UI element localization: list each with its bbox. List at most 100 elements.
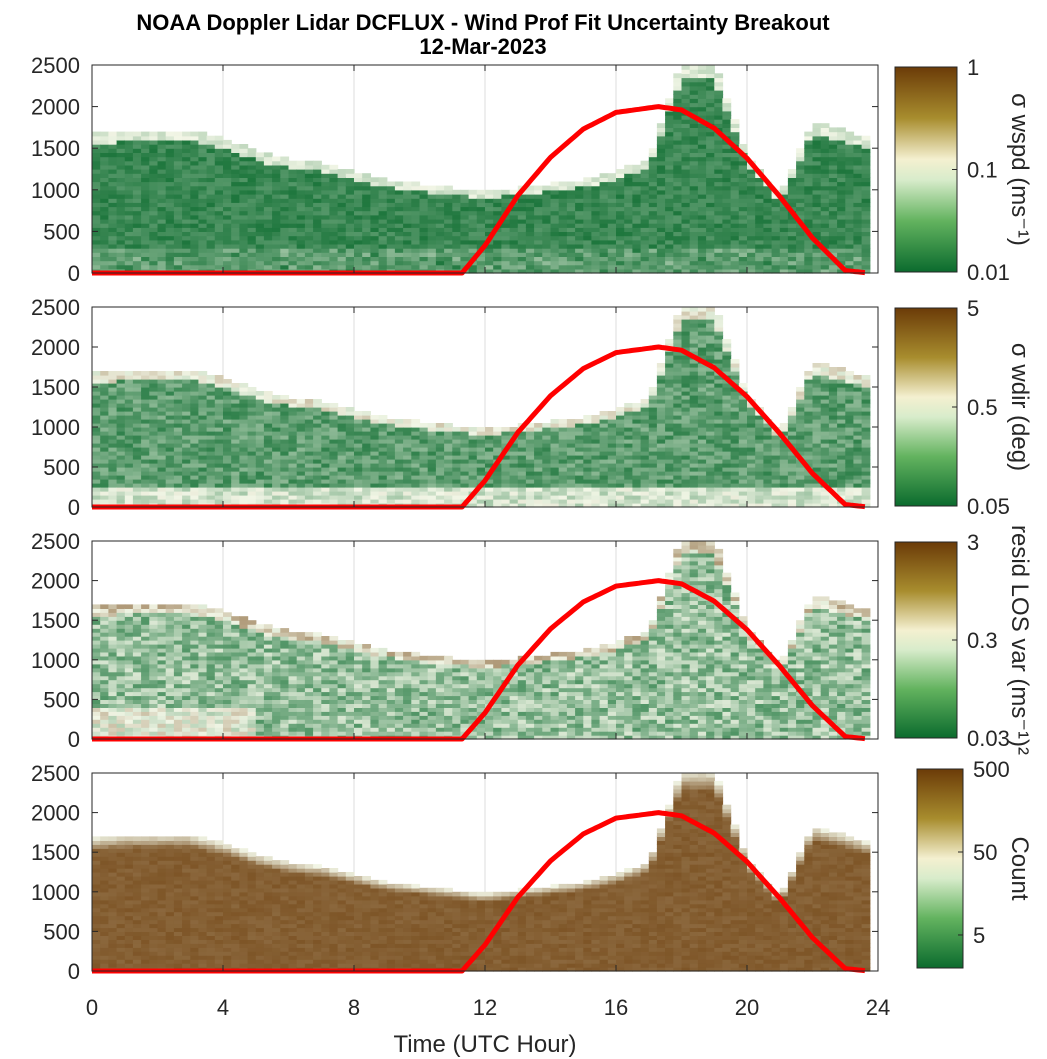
heatmap-cell bbox=[141, 235, 150, 241]
heatmap-cell bbox=[214, 214, 224, 220]
heatmap-cell bbox=[173, 479, 183, 484]
heatmap-cell bbox=[92, 173, 101, 178]
heatmap-cell bbox=[231, 391, 240, 396]
heatmap-cell bbox=[566, 423, 576, 428]
heatmap-cell bbox=[468, 431, 478, 436]
heatmap-cell bbox=[648, 415, 658, 420]
heatmap-cell bbox=[468, 268, 478, 274]
heatmap-cell bbox=[100, 423, 109, 428]
heatmap-cell bbox=[370, 451, 380, 456]
heatmap-cell bbox=[640, 467, 650, 472]
heatmap-cell bbox=[509, 256, 519, 262]
heatmap-cell bbox=[337, 206, 347, 212]
heatmap-cell bbox=[345, 223, 355, 228]
heatmap-cell bbox=[485, 256, 494, 262]
heatmap-cell bbox=[738, 252, 748, 257]
heatmap-cell bbox=[796, 181, 805, 187]
heatmap-cell bbox=[313, 495, 322, 500]
heatmap-cell bbox=[206, 391, 216, 396]
heatmap-cell bbox=[157, 223, 167, 228]
heatmap-cell bbox=[239, 223, 249, 228]
heatmap-cell bbox=[673, 319, 683, 324]
heatmap-cell bbox=[493, 239, 502, 245]
heatmap-cell bbox=[616, 495, 625, 500]
heatmap-cell bbox=[386, 467, 396, 472]
heatmap-cell bbox=[157, 214, 167, 220]
heatmap-cell bbox=[206, 431, 216, 436]
heatmap-cell bbox=[632, 415, 642, 420]
heatmap-cell bbox=[231, 243, 240, 249]
heatmap-cell bbox=[665, 343, 674, 348]
heatmap-cell bbox=[378, 447, 388, 452]
heatmap-cell bbox=[362, 198, 371, 203]
heatmap-cell bbox=[337, 495, 347, 500]
heatmap-cell bbox=[198, 403, 208, 408]
heatmap-cell bbox=[493, 256, 502, 262]
heatmap-cell bbox=[255, 499, 265, 504]
heatmap-cell bbox=[345, 447, 355, 452]
heatmap-cell bbox=[157, 435, 167, 440]
heatmap-cell bbox=[247, 239, 257, 245]
heatmap-cell bbox=[689, 264, 699, 270]
heatmap-cell bbox=[141, 483, 150, 488]
heatmap-cell bbox=[673, 206, 683, 212]
heatmap-cell bbox=[263, 252, 273, 257]
heatmap-cell bbox=[190, 411, 200, 416]
heatmap-cell bbox=[272, 415, 281, 420]
heatmap-cell bbox=[394, 231, 404, 237]
heatmap-cell bbox=[689, 375, 699, 380]
heatmap-cell bbox=[173, 231, 183, 237]
heatmap-cell bbox=[640, 471, 650, 476]
heatmap-cell bbox=[501, 475, 511, 480]
heatmap-cell bbox=[648, 387, 658, 392]
heatmap-cell bbox=[141, 479, 150, 484]
heatmap-cell bbox=[460, 223, 470, 228]
heatmap-cell bbox=[468, 189, 478, 195]
heatmap-cell bbox=[689, 343, 699, 348]
heatmap-cell bbox=[288, 447, 298, 452]
heatmap-cell bbox=[92, 239, 101, 245]
heatmap-cell bbox=[370, 491, 380, 496]
heatmap-cell bbox=[706, 367, 715, 372]
heatmap-cell bbox=[329, 495, 339, 500]
heatmap-cell bbox=[616, 169, 625, 174]
heatmap-cell bbox=[444, 210, 453, 216]
heatmap-cell bbox=[141, 419, 150, 424]
heatmap-cell bbox=[706, 327, 715, 332]
heatmap-cell bbox=[812, 218, 822, 224]
heatmap-cell bbox=[296, 173, 306, 178]
heatmap-cell bbox=[665, 256, 674, 262]
heatmap-cell bbox=[681, 347, 691, 352]
heatmap-cell bbox=[787, 198, 797, 203]
heatmap-cell bbox=[837, 252, 846, 257]
heatmap-cell bbox=[263, 198, 273, 203]
heatmap-cell bbox=[141, 169, 150, 174]
heatmap-cell bbox=[747, 181, 756, 187]
heatmap-cell bbox=[575, 214, 584, 220]
heatmap-cell bbox=[648, 439, 658, 444]
heatmap-cell bbox=[566, 491, 576, 496]
heatmap-cell bbox=[141, 423, 150, 428]
heatmap-cell bbox=[354, 455, 363, 460]
heatmap-cell bbox=[624, 411, 633, 416]
heatmap-cell bbox=[304, 210, 314, 216]
heatmap-cell bbox=[640, 499, 650, 504]
heatmap-cell bbox=[132, 495, 142, 500]
heatmap-cell bbox=[182, 152, 191, 158]
heatmap-cell bbox=[837, 181, 846, 187]
heatmap-cell bbox=[362, 431, 371, 436]
heatmap-cell bbox=[779, 189, 789, 195]
heatmap-cell bbox=[116, 248, 126, 253]
heatmap-cell bbox=[435, 479, 445, 484]
heatmap-cell bbox=[714, 268, 724, 274]
heatmap-cell bbox=[509, 235, 519, 241]
heatmap-cell bbox=[468, 243, 478, 249]
heatmap-cell bbox=[550, 495, 560, 500]
heatmap-cell bbox=[624, 256, 633, 262]
heatmap-cell bbox=[141, 139, 150, 145]
heatmap-cell bbox=[263, 435, 273, 440]
heatmap-cell bbox=[624, 173, 633, 178]
heatmap-cell bbox=[460, 471, 470, 476]
heatmap-cell bbox=[493, 431, 502, 436]
heatmap-cell bbox=[755, 235, 764, 241]
